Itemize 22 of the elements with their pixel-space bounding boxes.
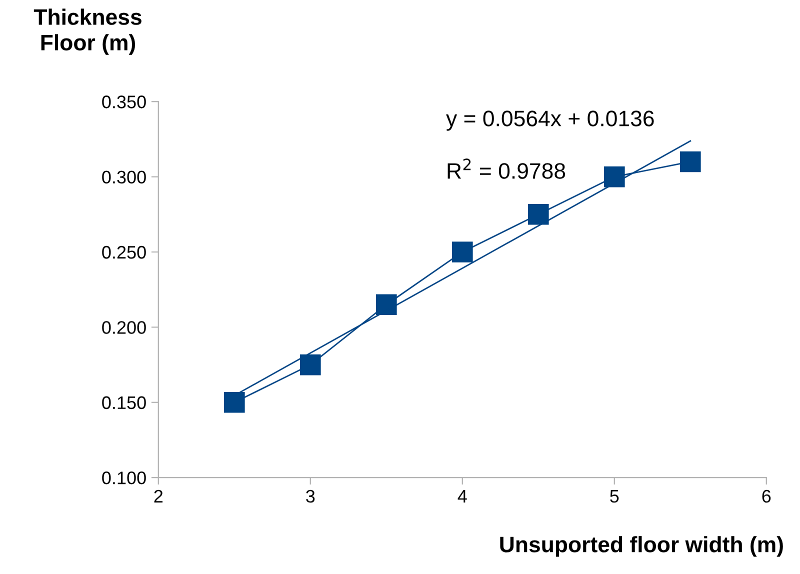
y-tick-label: 0.300 — [102, 170, 146, 184]
y-axis-title: Thickness Floor (m) — [34, 8, 142, 55]
point — [224, 392, 245, 413]
y-tick-label: 0.250 — [102, 246, 146, 259]
annotation: y = 0.0564x + 0.0136 — [446, 110, 654, 131]
y-tick-label: 0.100 — [102, 472, 146, 484]
point — [452, 242, 473, 262]
point — [680, 151, 701, 172]
y-tick-label: 0.150 — [102, 396, 146, 410]
point — [528, 204, 549, 225]
point — [300, 354, 321, 376]
point — [604, 166, 625, 188]
x-tick-label: 3 — [306, 490, 315, 503]
point — [376, 294, 397, 316]
y-tick-label: 0.200 — [102, 321, 146, 334]
x-tick-label: 4 — [458, 490, 467, 502]
annotation: R$^{2}$ = 0.9788 — [448, 158, 566, 179]
y-tick-label: 0.350 — [102, 96, 146, 108]
x-tick-label: 2 — [154, 490, 163, 502]
x-tick-label: 6 — [762, 490, 771, 503]
x-tick-label: 5 — [610, 490, 619, 503]
x-axis-title: Unsuported floor width (m) — [500, 536, 783, 557]
